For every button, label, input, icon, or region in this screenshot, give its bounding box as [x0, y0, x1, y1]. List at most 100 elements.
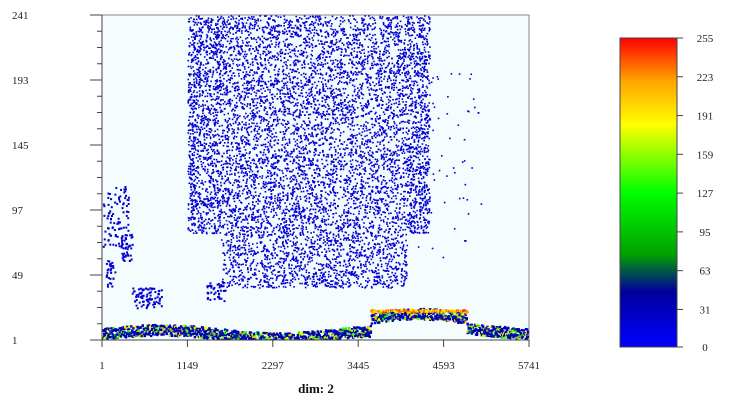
heatmap-cell — [422, 68, 425, 70]
heatmap-cell — [231, 189, 234, 191]
heatmap-cell — [313, 32, 316, 34]
heatmap-cell — [196, 232, 198, 234]
heatmap-cell — [327, 50, 329, 53]
heatmap-cell — [252, 211, 254, 214]
heatmap-cell — [380, 33, 383, 36]
heatmap-cell — [253, 130, 256, 132]
heatmap-cell — [400, 64, 403, 67]
heatmap-cell — [412, 55, 414, 58]
heatmap-cell — [276, 118, 279, 121]
heatmap-cell — [370, 202, 373, 204]
heatmap-cell — [226, 179, 228, 181]
heatmap-cell — [289, 79, 291, 81]
heatmap-cell — [340, 105, 342, 108]
heatmap-cell — [341, 113, 344, 115]
heatmap-cell — [352, 79, 355, 82]
heatmap-cell — [201, 90, 204, 92]
heatmap-cell — [238, 19, 240, 22]
heatmap-cell — [380, 64, 383, 67]
heatmap-cell — [198, 186, 201, 188]
heatmap-cell — [353, 273, 355, 275]
heatmap-cell — [191, 125, 194, 127]
heatmap-cell — [229, 280, 231, 283]
heatmap-cell — [330, 70, 333, 73]
heatmap-cell — [339, 286, 342, 288]
heatmap-cell — [259, 242, 262, 245]
heatmap-cell — [249, 63, 252, 66]
heatmap-cell — [423, 38, 426, 41]
heatmap-cell — [228, 193, 231, 196]
heatmap-cell — [356, 192, 358, 195]
heatmap-cell — [410, 104, 412, 107]
heatmap-cell — [347, 94, 350, 97]
heatmap-cell — [380, 29, 382, 32]
heatmap-cell — [278, 30, 280, 33]
heatmap-cell — [203, 23, 206, 26]
heatmap-cell — [294, 85, 297, 88]
heatmap-cell — [232, 209, 235, 212]
heatmap-cell — [304, 264, 306, 266]
heatmap-cell — [259, 100, 262, 102]
heatmap-cell — [387, 105, 390, 107]
heatmap-cell — [207, 151, 210, 154]
heatmap-cell — [357, 155, 360, 157]
heatmap-cell — [322, 56, 324, 59]
heatmap-cell — [233, 116, 236, 118]
heatmap-cell — [208, 108, 210, 111]
heatmap-cell — [354, 252, 357, 254]
heatmap-cell — [246, 234, 249, 237]
heatmap-cell — [417, 163, 420, 165]
heatmap-cell — [346, 252, 349, 255]
heatmap-cell — [204, 181, 207, 183]
heatmap-cell — [241, 192, 244, 195]
heatmap-cell — [207, 174, 210, 177]
heatmap-cell — [365, 82, 368, 84]
heatmap-cell — [325, 72, 328, 74]
heatmap-cell — [229, 123, 231, 125]
heatmap-cell — [203, 56, 206, 58]
heatmap-cell — [228, 215, 231, 218]
heatmap-cell — [243, 74, 246, 77]
heatmap-cell — [214, 59, 216, 61]
heatmap-cell — [356, 256, 359, 259]
heatmap-cell — [249, 45, 252, 47]
heatmap-cell — [377, 230, 380, 233]
heatmap-cell — [386, 148, 389, 150]
heatmap-cell — [413, 49, 415, 51]
heatmap-cell — [401, 85, 404, 87]
heatmap-cell — [246, 253, 249, 256]
heatmap-cell — [245, 55, 247, 58]
heatmap-cell — [324, 254, 327, 256]
heatmap-cell — [394, 280, 397, 282]
heatmap-cell — [405, 160, 408, 163]
heatmap-cell — [350, 117, 353, 120]
heatmap-cell — [377, 75, 380, 78]
heatmap-cell — [322, 46, 324, 48]
heatmap-cell — [412, 126, 415, 129]
heatmap-cell — [354, 71, 357, 73]
heatmap-cell — [384, 25, 387, 27]
heatmap-cell — [333, 164, 335, 166]
heatmap-cell — [391, 221, 394, 223]
heatmap-cell — [391, 271, 393, 274]
heatmap-cell — [363, 18, 365, 21]
heatmap-cell — [280, 274, 282, 277]
heatmap-cell — [356, 206, 358, 209]
heatmap-cell — [384, 199, 387, 202]
heatmap-cell — [239, 274, 242, 276]
heatmap-cell — [329, 190, 332, 193]
heatmap-cell — [303, 76, 306, 78]
heatmap-cell — [307, 220, 310, 223]
heatmap-cell — [214, 123, 217, 125]
heatmap-cell — [216, 199, 218, 202]
heatmap-cell — [188, 18, 190, 20]
heatmap-cell — [250, 253, 252, 256]
heatmap-cell — [418, 28, 421, 30]
heatmap-cell — [233, 131, 235, 134]
heatmap-cell — [369, 141, 372, 143]
heatmap-cell — [279, 192, 281, 195]
heatmap-cell — [388, 45, 390, 48]
heatmap-cell — [412, 220, 415, 223]
heatmap-cell — [207, 121, 210, 123]
heatmap-cell — [303, 255, 306, 258]
